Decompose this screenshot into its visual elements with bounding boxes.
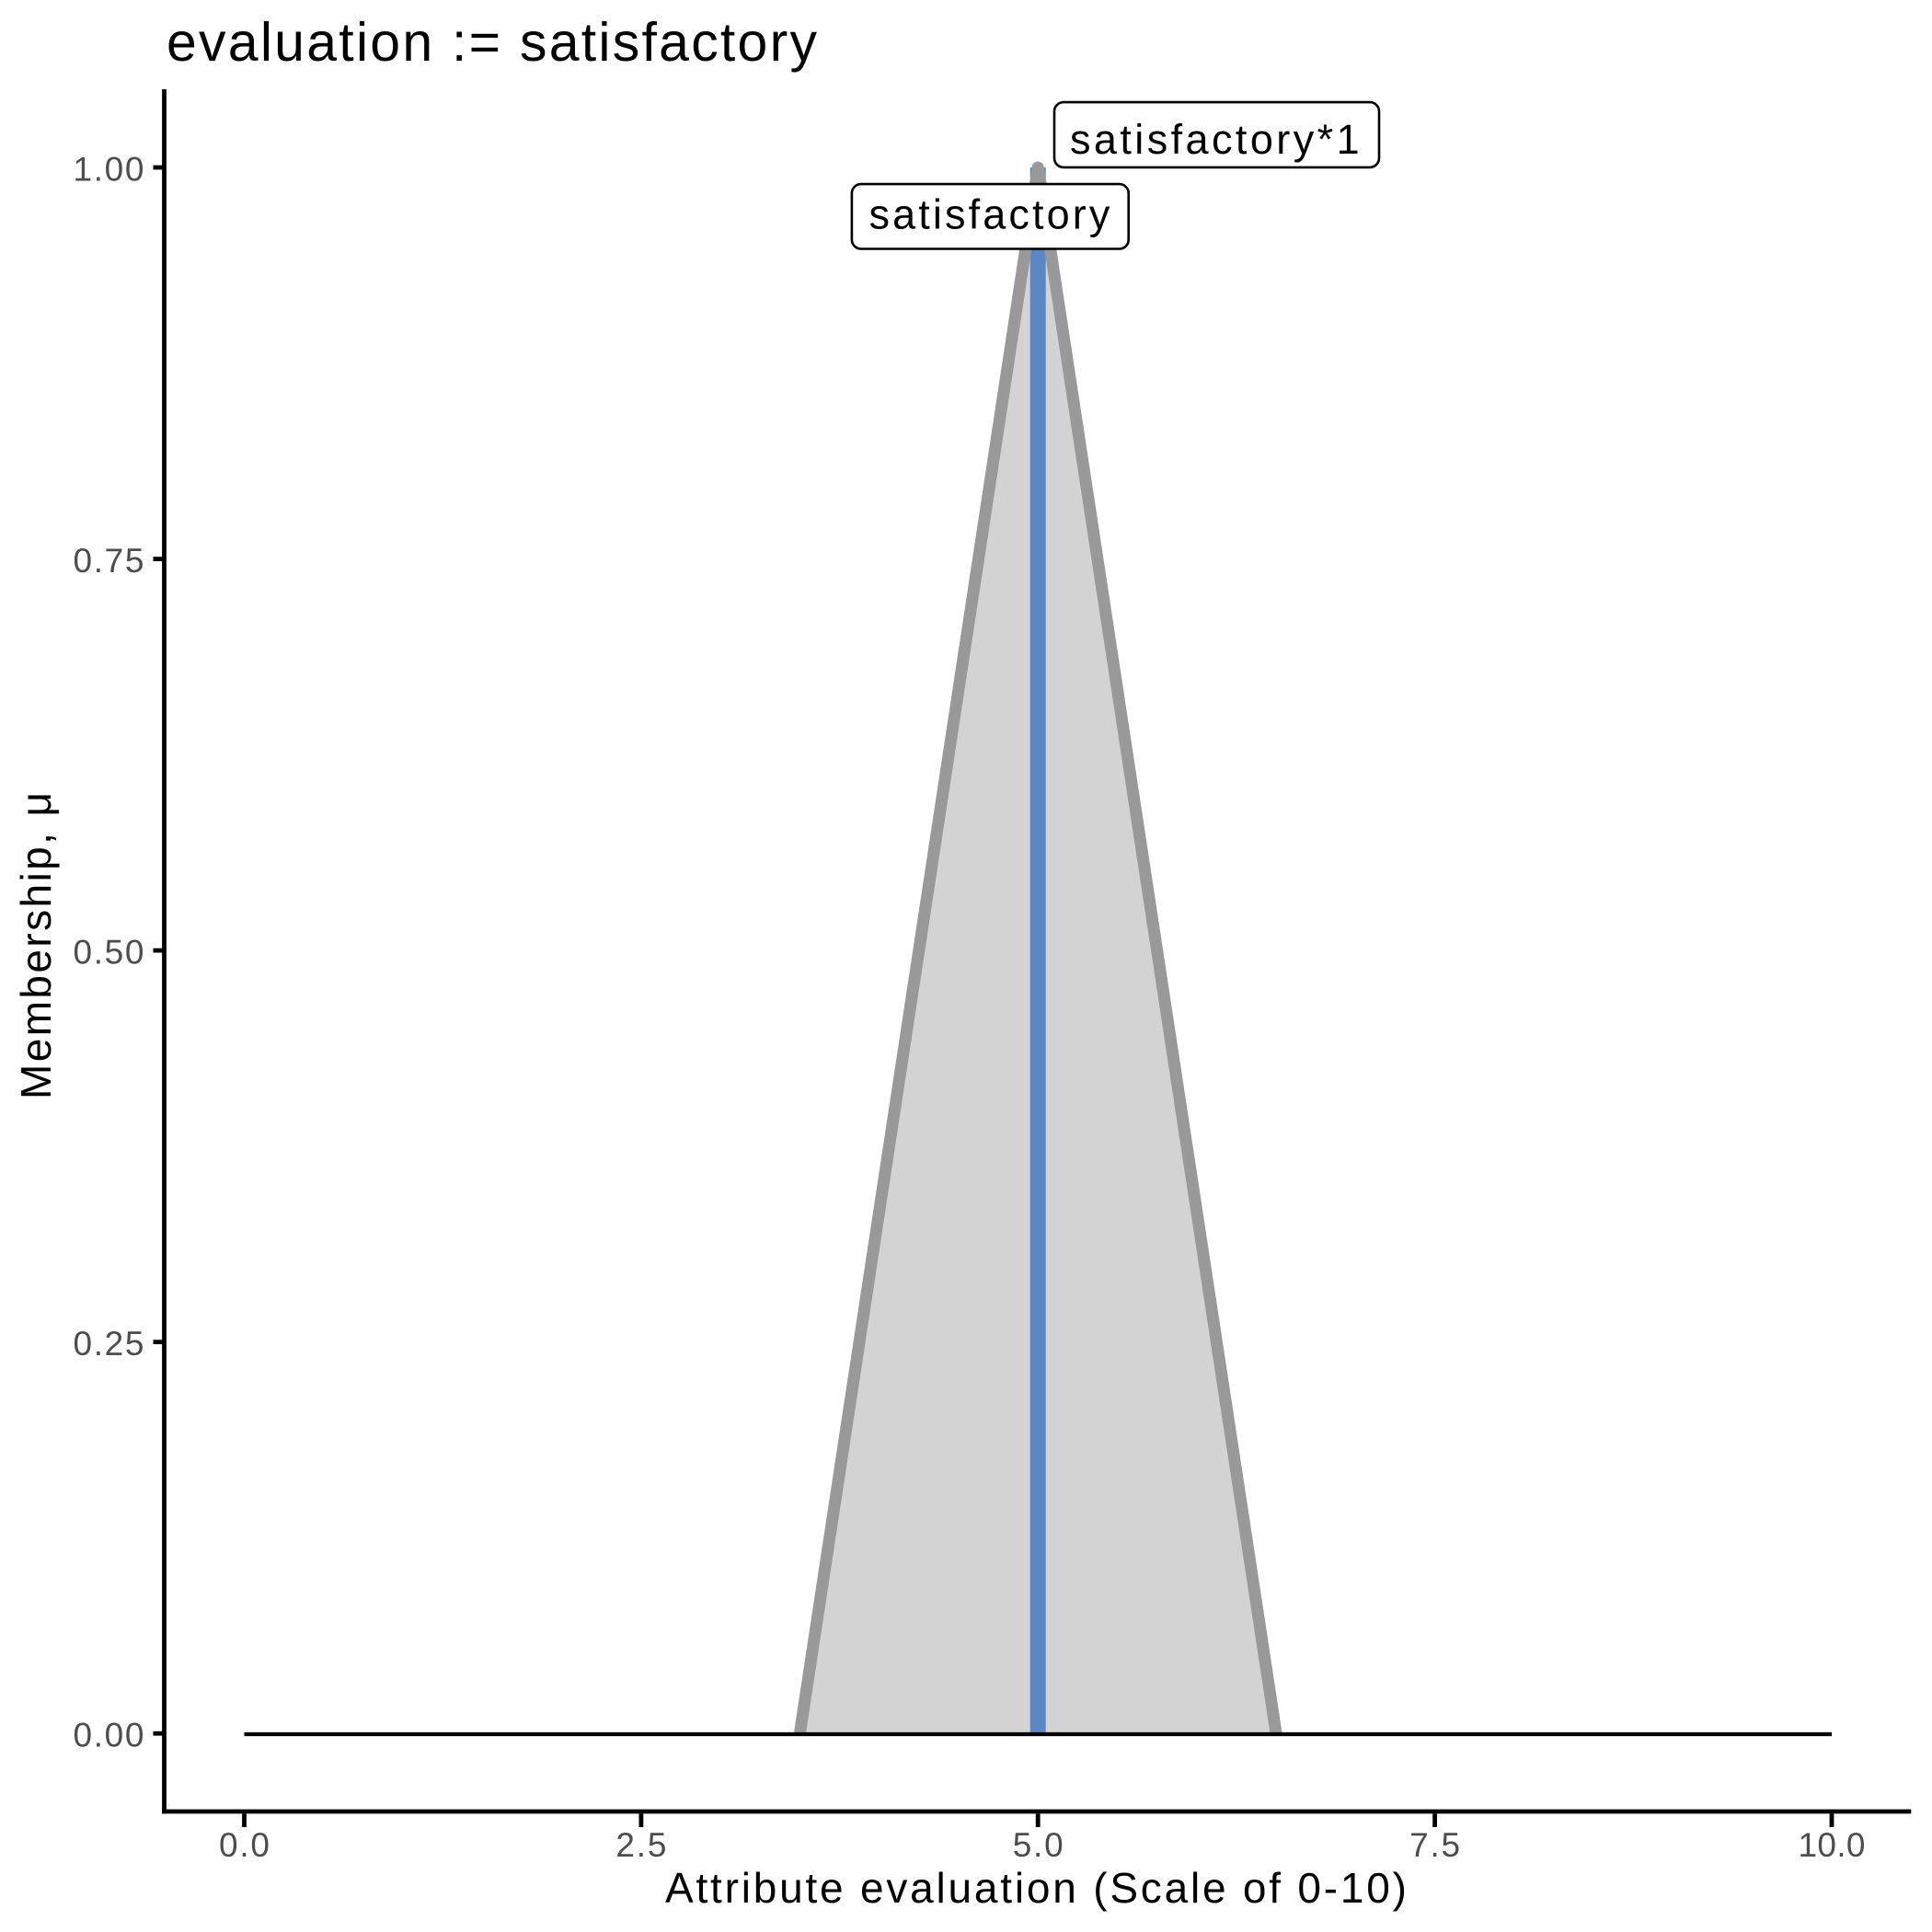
svg-text:5.0: 5.0 bbox=[1013, 1826, 1064, 1864]
svg-text:0.00: 0.00 bbox=[74, 1717, 144, 1754]
svg-text:evaluation := satisfactory: evaluation := satisfactory bbox=[167, 12, 818, 73]
svg-text:0.0: 0.0 bbox=[219, 1826, 270, 1864]
svg-text:0.25: 0.25 bbox=[74, 1325, 144, 1363]
svg-text:7.5: 7.5 bbox=[1409, 1826, 1460, 1864]
svg-text:1.00: 1.00 bbox=[74, 151, 144, 189]
svg-text:satisfactory: satisfactory bbox=[869, 190, 1110, 237]
svg-text:0.50: 0.50 bbox=[74, 934, 144, 972]
svg-text:2.5: 2.5 bbox=[615, 1826, 666, 1864]
svg-text:Membership, μ: Membership, μ bbox=[12, 792, 60, 1099]
svg-text:Attribute evaluation (Scale of: Attribute evaluation (Scale of 0-10) bbox=[665, 1864, 1407, 1912]
svg-text:10.0: 10.0 bbox=[1799, 1826, 1866, 1864]
svg-text:0.75: 0.75 bbox=[74, 542, 144, 580]
